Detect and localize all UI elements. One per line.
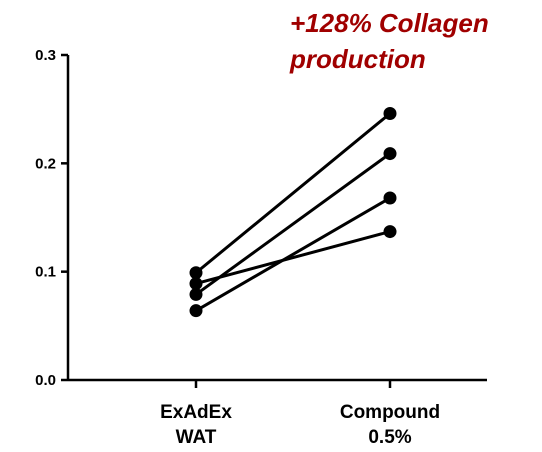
x-category-label: 0.5% (368, 427, 411, 448)
axes (66, 55, 487, 382)
data-point (189, 266, 203, 280)
data-point (383, 191, 397, 205)
ticks: 0.0 0.1 0.2 0.3 (35, 47, 392, 389)
data-point (383, 147, 397, 161)
series-line (195, 230, 391, 286)
series-line (195, 112, 391, 274)
y-tick-label: 0.3 (35, 47, 56, 64)
x-category-label: ExAdEx (160, 402, 232, 423)
series-line (195, 152, 391, 296)
data-point (189, 277, 203, 291)
y-tick-label: 0.0 (35, 372, 56, 389)
y-tick-label: 0.2 (35, 155, 56, 172)
annotation-line-2: production (289, 44, 426, 74)
labels: ExAdEx WAT Compound 0.5% (160, 402, 440, 448)
data-point (383, 225, 397, 239)
annotation-line-1: +128% Collagen (290, 8, 489, 38)
annotation: +128% Collagen production (289, 8, 489, 74)
data-point (189, 304, 203, 318)
series-line (195, 196, 391, 312)
data-point (383, 107, 397, 120)
series (189, 107, 397, 318)
data-point (189, 287, 203, 301)
x-category-label: WAT (176, 427, 217, 448)
y-tick-label: 0.1 (35, 264, 56, 281)
x-category-label: Compound (340, 402, 440, 423)
